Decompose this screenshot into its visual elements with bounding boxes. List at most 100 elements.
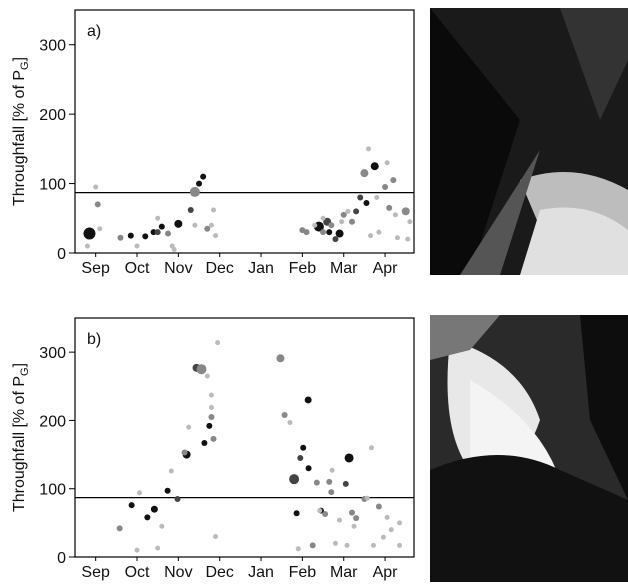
data-point	[150, 505, 158, 513]
data-point	[303, 229, 310, 236]
data-point	[384, 514, 390, 520]
data-point	[313, 479, 320, 486]
data-point	[394, 235, 400, 241]
data-point	[322, 510, 329, 517]
data-point	[375, 503, 382, 510]
x-tick-label: Apr	[373, 564, 399, 581]
x-tick-label: Dec	[205, 260, 233, 277]
data-point	[382, 184, 389, 191]
data-point	[97, 226, 103, 232]
data-point	[83, 227, 96, 240]
data-point	[213, 233, 219, 239]
data-point	[305, 465, 312, 472]
x-tick-label: Nov	[164, 260, 192, 277]
data-point	[332, 236, 339, 243]
data-point	[326, 478, 333, 485]
panel-label: b)	[87, 331, 101, 348]
photo-b	[430, 315, 628, 582]
data-point	[168, 468, 174, 474]
data-point	[201, 439, 208, 446]
data-point	[159, 523, 165, 529]
plot-frame	[74, 317, 415, 558]
data-point	[366, 146, 372, 152]
data-point	[84, 243, 90, 249]
data-point	[293, 510, 300, 517]
data-point	[300, 444, 307, 451]
x-tick-label: Oct	[125, 260, 150, 277]
data-point	[155, 215, 161, 221]
data-point	[312, 222, 318, 228]
data-point	[351, 523, 357, 529]
data-point	[116, 525, 123, 532]
y-tick-label: 100	[39, 177, 66, 194]
y-axis-label: Throughfall [% of PG]	[11, 57, 31, 206]
data-point	[345, 208, 351, 214]
data-point	[208, 414, 215, 421]
data-point	[401, 207, 410, 216]
data-point	[134, 243, 140, 249]
data-point	[326, 229, 333, 236]
data-point	[210, 207, 216, 213]
data-point	[353, 208, 360, 215]
data-point	[171, 247, 177, 253]
data-point	[142, 233, 149, 240]
data-point	[368, 445, 374, 451]
data-point	[295, 546, 301, 552]
panel-label: a)	[87, 23, 101, 40]
x-tick-label: Oct	[125, 564, 150, 581]
data-point	[376, 229, 382, 235]
x-tick-label: Feb	[289, 564, 317, 581]
data-point	[363, 200, 370, 207]
data-point	[328, 222, 335, 229]
y-tick-label: 0	[57, 246, 66, 263]
data-point	[192, 222, 198, 228]
data-point	[154, 229, 161, 236]
data-point	[189, 186, 200, 197]
data-point	[181, 449, 188, 456]
panel: 0 100 200 300 Sep Oct Nov Dec Jan Feb Mar Apr a) Thro…	[11, 9, 415, 277]
data-point	[317, 508, 323, 514]
data-point	[348, 509, 355, 516]
data-point	[196, 364, 207, 375]
x-tick-label: Mar	[330, 260, 358, 277]
data-point	[128, 502, 135, 509]
data-point	[196, 180, 203, 187]
data-point	[174, 219, 183, 228]
data-point	[204, 225, 211, 232]
y-axis-label-text: Throughfall [% of P	[11, 376, 28, 512]
data-point	[388, 527, 394, 533]
data-point	[117, 234, 124, 241]
data-point	[186, 424, 192, 430]
plot-frame	[74, 9, 415, 254]
y-axis-label-subscript: G	[19, 61, 31, 70]
data-point	[368, 233, 374, 239]
y-axis-label-text: Throughfall [% of P	[11, 70, 28, 206]
x-tick-label: Jan	[248, 260, 274, 277]
data-point	[405, 236, 411, 242]
y-tick-label: 300	[39, 38, 66, 55]
x-tick-label: Sep	[81, 260, 110, 277]
data-point	[200, 173, 207, 180]
y-tick-label: 200	[39, 413, 66, 430]
data-point	[332, 540, 338, 546]
data-point	[392, 212, 398, 218]
data-point	[337, 517, 343, 523]
data-point	[208, 392, 214, 398]
y-tick-label: 200	[39, 107, 66, 124]
data-point	[276, 354, 285, 363]
data-point	[320, 215, 326, 221]
data-point	[210, 435, 217, 442]
data-point	[320, 229, 327, 236]
data-point	[134, 547, 140, 553]
data-point	[206, 422, 213, 429]
data-point	[380, 534, 386, 540]
data-point	[144, 514, 151, 521]
data-point	[339, 219, 345, 225]
data-point	[304, 396, 312, 404]
data-point	[348, 218, 355, 225]
panel: 0 100 200 300 Sep Oct Nov Dec Jan Feb Mar Apr b) Thro…	[11, 317, 415, 581]
data-point	[287, 419, 293, 425]
y-axis-label-end: ]	[11, 57, 28, 61]
data-point	[158, 223, 165, 230]
